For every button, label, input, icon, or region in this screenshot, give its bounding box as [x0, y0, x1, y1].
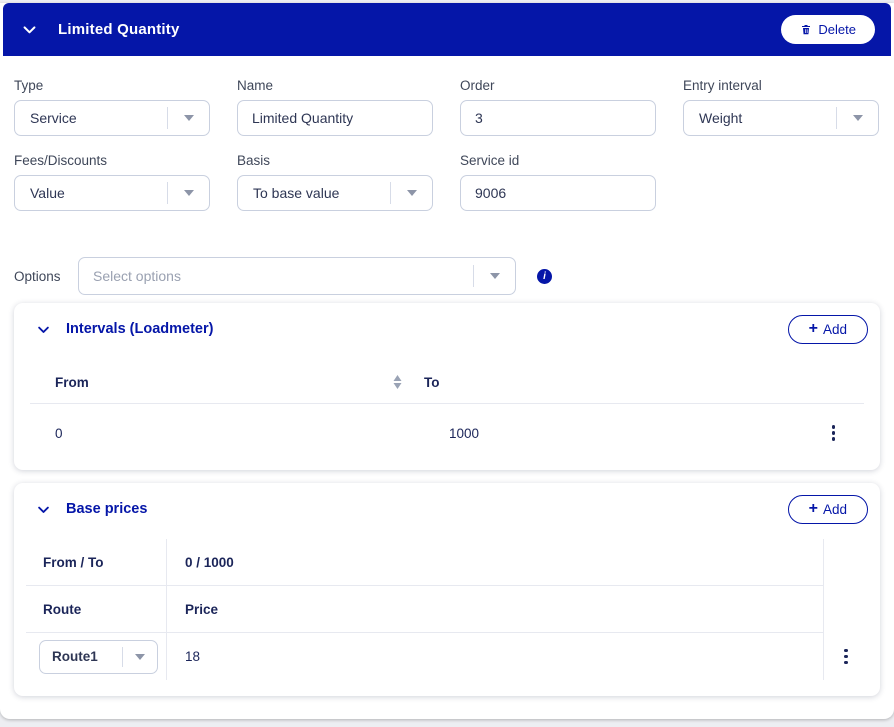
- basis-select[interactable]: To base value: [237, 175, 433, 211]
- from-to-value: 0 / 1000: [167, 539, 824, 586]
- select-divider: [167, 107, 168, 129]
- trash-icon: [800, 23, 812, 36]
- field-fees-discounts: Fees/Discounts Value: [14, 153, 210, 211]
- kebab-menu-icon[interactable]: [844, 648, 848, 665]
- entry-interval-select[interactable]: Weight: [683, 100, 879, 136]
- chevron-down-icon[interactable]: [168, 176, 209, 210]
- field-name: Name: [237, 78, 433, 136]
- base-prices-card-header: Base prices + Add: [26, 494, 868, 524]
- from-to-label: From / To: [26, 539, 167, 586]
- interval-to-value: 1000: [449, 425, 480, 441]
- price-column-label: Price: [167, 586, 824, 633]
- fees-discounts-select[interactable]: Value: [14, 175, 210, 211]
- service-id-label: Service id: [460, 153, 520, 168]
- collapse-chevron-icon[interactable]: [36, 322, 51, 337]
- type-select-value: Service: [30, 110, 77, 126]
- table-divider: [30, 403, 864, 404]
- intervals-card-header: Intervals (Loadmeter) + Add: [26, 314, 868, 344]
- chevron-down-icon[interactable]: [837, 101, 878, 135]
- interval-from-value: 0: [55, 425, 63, 441]
- sort-icon[interactable]: [393, 375, 402, 389]
- options-row: Options i: [14, 257, 894, 295]
- name-input[interactable]: [237, 100, 433, 136]
- base-prices-table: From / To 0 / 1000 Route Price Route1 18: [26, 539, 868, 680]
- form-grid: Type Service Name Order Entry interval W…: [14, 78, 880, 211]
- delete-button[interactable]: Delete: [781, 15, 875, 44]
- entry-interval-select-value: Weight: [699, 110, 743, 126]
- options-input[interactable]: [79, 258, 473, 294]
- basis-label: Basis: [237, 153, 271, 168]
- select-divider: [122, 646, 123, 667]
- select-divider: [390, 182, 391, 204]
- column-header-from[interactable]: From: [55, 374, 89, 390]
- field-basis: Basis To base value: [237, 153, 433, 211]
- delete-label: Delete: [818, 22, 856, 37]
- collapse-chevron-icon[interactable]: [21, 21, 38, 38]
- service-id-input[interactable]: [460, 175, 656, 211]
- base-price-row[interactable]: Route1 18: [26, 633, 868, 680]
- column-header-to[interactable]: To: [424, 374, 440, 390]
- options-label: Options: [14, 268, 61, 284]
- info-icon[interactable]: i: [537, 268, 552, 284]
- chevron-down-icon[interactable]: [391, 176, 432, 210]
- order-label: Order: [460, 78, 495, 93]
- interval-row[interactable]: 0 1000: [26, 404, 868, 462]
- name-label: Name: [237, 78, 274, 93]
- select-divider: [836, 107, 837, 129]
- add-label: Add: [822, 321, 847, 337]
- section-header-bar: Limited Quantity Delete: [3, 3, 891, 56]
- page-title: Limited Quantity: [58, 21, 180, 38]
- type-select[interactable]: Service: [14, 100, 210, 136]
- chevron-down-icon[interactable]: [474, 258, 515, 294]
- route-select-value: Route1: [52, 649, 98, 664]
- from-to-row: From / To 0 / 1000: [26, 539, 868, 586]
- base-prices-title: Base prices: [66, 501, 148, 517]
- field-type: Type Service: [14, 78, 210, 136]
- base-prices-add-button[interactable]: + Add: [787, 494, 868, 524]
- chevron-down-icon[interactable]: [123, 641, 157, 673]
- intervals-card: Intervals (Loadmeter) + Add From To 0 10…: [14, 303, 880, 470]
- basis-select-value: To base value: [253, 185, 340, 201]
- route-select[interactable]: Route1: [39, 639, 158, 674]
- price-value: 18: [167, 633, 824, 680]
- order-input[interactable]: [460, 100, 656, 136]
- plus-icon: +: [808, 500, 818, 517]
- select-divider: [473, 265, 474, 287]
- chevron-down-icon[interactable]: [168, 101, 209, 135]
- select-divider: [167, 182, 168, 204]
- collapse-chevron-icon[interactable]: [36, 502, 51, 517]
- field-service-id: Service id: [460, 153, 656, 211]
- intervals-title: Intervals (Loadmeter): [66, 321, 214, 337]
- intervals-table-header: From To: [26, 373, 868, 391]
- kebab-menu-icon[interactable]: [831, 425, 835, 441]
- fees-discounts-select-value: Value: [30, 185, 65, 201]
- fees-discounts-label: Fees/Discounts: [14, 153, 108, 168]
- route-price-header-row: Route Price: [26, 586, 868, 633]
- intervals-add-button[interactable]: + Add: [787, 314, 868, 344]
- plus-icon: +: [808, 320, 818, 337]
- form-area: Type Service Name Order Entry interval W…: [0, 56, 894, 211]
- route-column-label: Route: [26, 586, 167, 633]
- entry-interval-label: Entry interval: [683, 78, 762, 93]
- field-order: Order: [460, 78, 656, 136]
- field-entry-interval: Entry interval Weight: [683, 78, 879, 136]
- type-label: Type: [14, 78, 44, 93]
- add-label: Add: [822, 501, 847, 517]
- base-prices-card: Base prices + Add From / To 0 / 1000 Rou…: [14, 483, 880, 696]
- options-multiselect[interactable]: [78, 257, 516, 295]
- main-panel: Limited Quantity Delete Type Service Nam…: [0, 3, 894, 719]
